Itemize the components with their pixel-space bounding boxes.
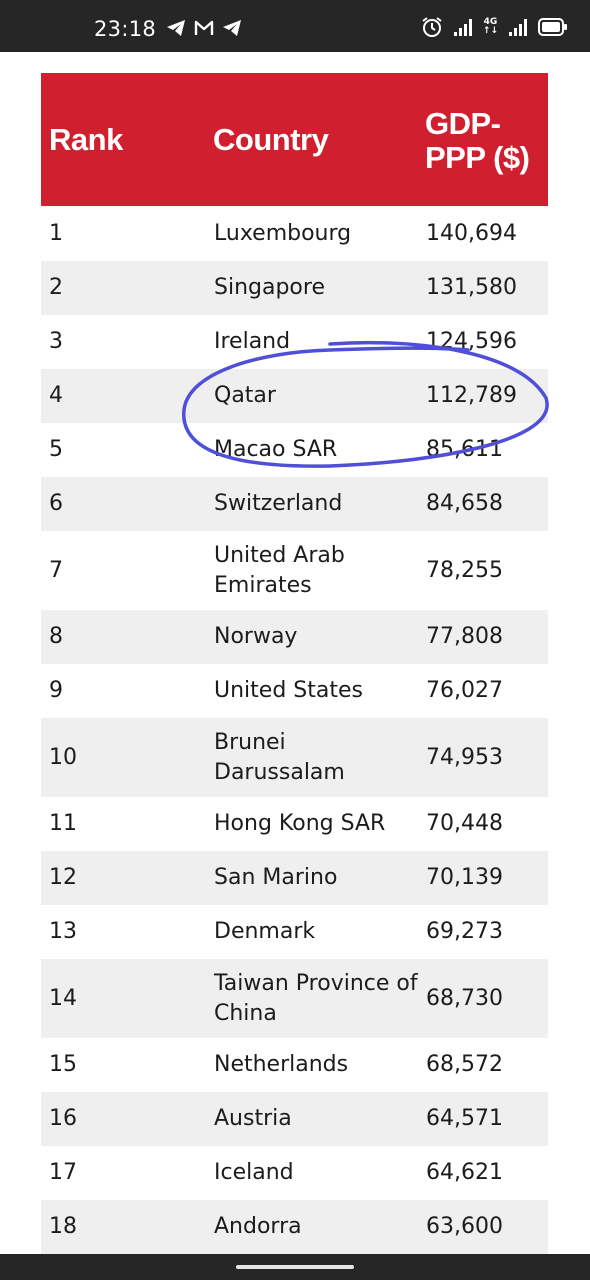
rank-cell: 15: [49, 1052, 77, 1077]
country-cell: Iceland: [214, 1160, 294, 1185]
country-cell: United Arab Emirates: [214, 542, 345, 598]
table-row: 5 Macao SAR 85,611: [41, 423, 548, 477]
rank-cell: 17: [49, 1160, 77, 1185]
country-cell: Hong Kong SAR: [214, 811, 386, 836]
table-row: 13 Denmark 69,273: [41, 905, 548, 959]
country-cell: Luxembourg: [214, 220, 352, 246]
rank-cell: 14: [49, 985, 77, 1011]
navigation-bar: [0, 1254, 590, 1280]
network-type: 4G ↑↓: [482, 17, 498, 36]
rank-cell: 6: [49, 491, 63, 516]
home-gesture-handle[interactable]: [236, 1265, 354, 1269]
rank-cell: 7: [49, 557, 63, 583]
country-cell: Qatar: [214, 383, 276, 408]
table-row: 11 Hong Kong SAR 70,448: [41, 797, 548, 851]
rank-cell: 5: [49, 437, 63, 462]
gdp-cell: 124,596: [426, 329, 517, 354]
rank-cell: 8: [49, 624, 63, 649]
table-row: 8 Norway 77,808: [41, 610, 548, 664]
table-row: 3 Ireland 124,596: [41, 315, 548, 369]
gdp-cell: 69,273: [426, 919, 503, 944]
gdp-cell: 112,789: [426, 383, 517, 408]
column-header-rank: Rank: [49, 122, 123, 157]
table-row: 17 Iceland 64,621: [41, 1146, 548, 1200]
table-row: 16 Austria 64,571: [41, 1092, 548, 1146]
column-header-gdp: GDP-PPP ($): [425, 106, 530, 175]
country-cell: San Marino: [214, 865, 338, 890]
system-icons: 4G ↑↓: [421, 16, 568, 38]
battery-icon: [538, 18, 567, 36]
signal-icon: [509, 19, 527, 36]
rank-cell: 1: [49, 220, 63, 246]
notification-icons: [166, 19, 242, 37]
country-cell: Macao SAR: [214, 437, 338, 462]
gdp-cell: 76,027: [426, 678, 503, 703]
gdp-cell: 140,694: [426, 220, 517, 246]
rank-cell: 12: [49, 865, 77, 890]
rank-cell: 16: [49, 1106, 77, 1131]
table-row: 2 Singapore 131,580: [41, 261, 548, 315]
signal-icon: [453, 19, 472, 36]
country-cell: Taiwan Province of China: [214, 970, 418, 1026]
country-cell: Denmark: [214, 919, 316, 944]
rank-cell: 9: [49, 678, 63, 703]
country-cell: Netherlands: [214, 1052, 349, 1077]
country-cell: Brunei Darussalam: [214, 729, 345, 785]
table-body: 1 Luxembourg 140,694 2 Singapore 131,580 3 Irel…: [41, 206, 548, 1254]
gdp-cell: 64,571: [426, 1106, 503, 1131]
column-header-country: Country: [213, 122, 329, 157]
rank-cell: 2: [49, 275, 63, 300]
gdp-cell: 74,953: [426, 744, 503, 770]
gmail-icon: [194, 20, 214, 35]
rank-cell: 10: [49, 744, 77, 770]
rank-cell: 18: [49, 1214, 77, 1239]
country-cell: Switzerland: [214, 491, 343, 516]
table-row: 7 United Arab Emirates 78,255: [41, 531, 548, 610]
country-cell: Ireland: [214, 329, 291, 354]
table-row: 6 Switzerland 84,658: [41, 477, 548, 531]
country-cell: Norway: [214, 624, 298, 649]
gdp-cell: 68,730: [426, 985, 503, 1011]
telegram-icon: [223, 20, 241, 36]
gdp-cell: 63,600: [426, 1214, 503, 1239]
country-cell: Austria: [214, 1106, 292, 1131]
gdp-cell: 85,611: [426, 437, 503, 462]
rank-cell: 3: [49, 329, 63, 354]
gdp-cell: 64,621: [426, 1160, 503, 1185]
gdp-cell: 70,139: [426, 865, 503, 890]
table-row: 4 Qatar 112,789: [41, 369, 548, 423]
gdp-cell: 84,658: [426, 491, 503, 516]
country-cell: Andorra: [214, 1214, 302, 1239]
status-bar: 23:18 4G ↑↓: [0, 0, 590, 52]
table-row: 9 United States 76,027: [41, 664, 548, 718]
table-row: 18 Andorra 63,600: [41, 1200, 548, 1254]
telegram-icon: [167, 20, 185, 36]
alarm-icon: [422, 17, 442, 37]
country-cell: Singapore: [214, 275, 325, 300]
status-time: 23:18: [94, 17, 157, 41]
table-row: 15 Netherlands 68,572: [41, 1038, 548, 1092]
rank-cell: 4: [49, 383, 63, 408]
gdp-cell: 77,808: [426, 624, 503, 649]
table-row: 10 Brunei Darussalam 74,953: [41, 718, 548, 797]
gdp-cell: 78,255: [426, 557, 503, 583]
table-row: 1 Luxembourg 140,694: [41, 206, 548, 261]
country-cell: United States: [214, 678, 363, 703]
gdp-cell: 70,448: [426, 811, 503, 836]
table-row: 12 San Marino 70,139: [41, 851, 548, 905]
rank-cell: 13: [49, 919, 77, 944]
gdp-table: Rank Country GDP-PPP ($) 1 Luxembourg 140,…: [41, 73, 548, 1254]
rank-cell: 11: [49, 811, 77, 836]
gdp-cell: 68,572: [426, 1052, 503, 1077]
table-header: Rank Country GDP-PPP ($): [41, 73, 548, 206]
table-row: 14 Taiwan Province of China 68,730: [41, 959, 548, 1038]
gdp-cell: 131,580: [426, 275, 517, 300]
